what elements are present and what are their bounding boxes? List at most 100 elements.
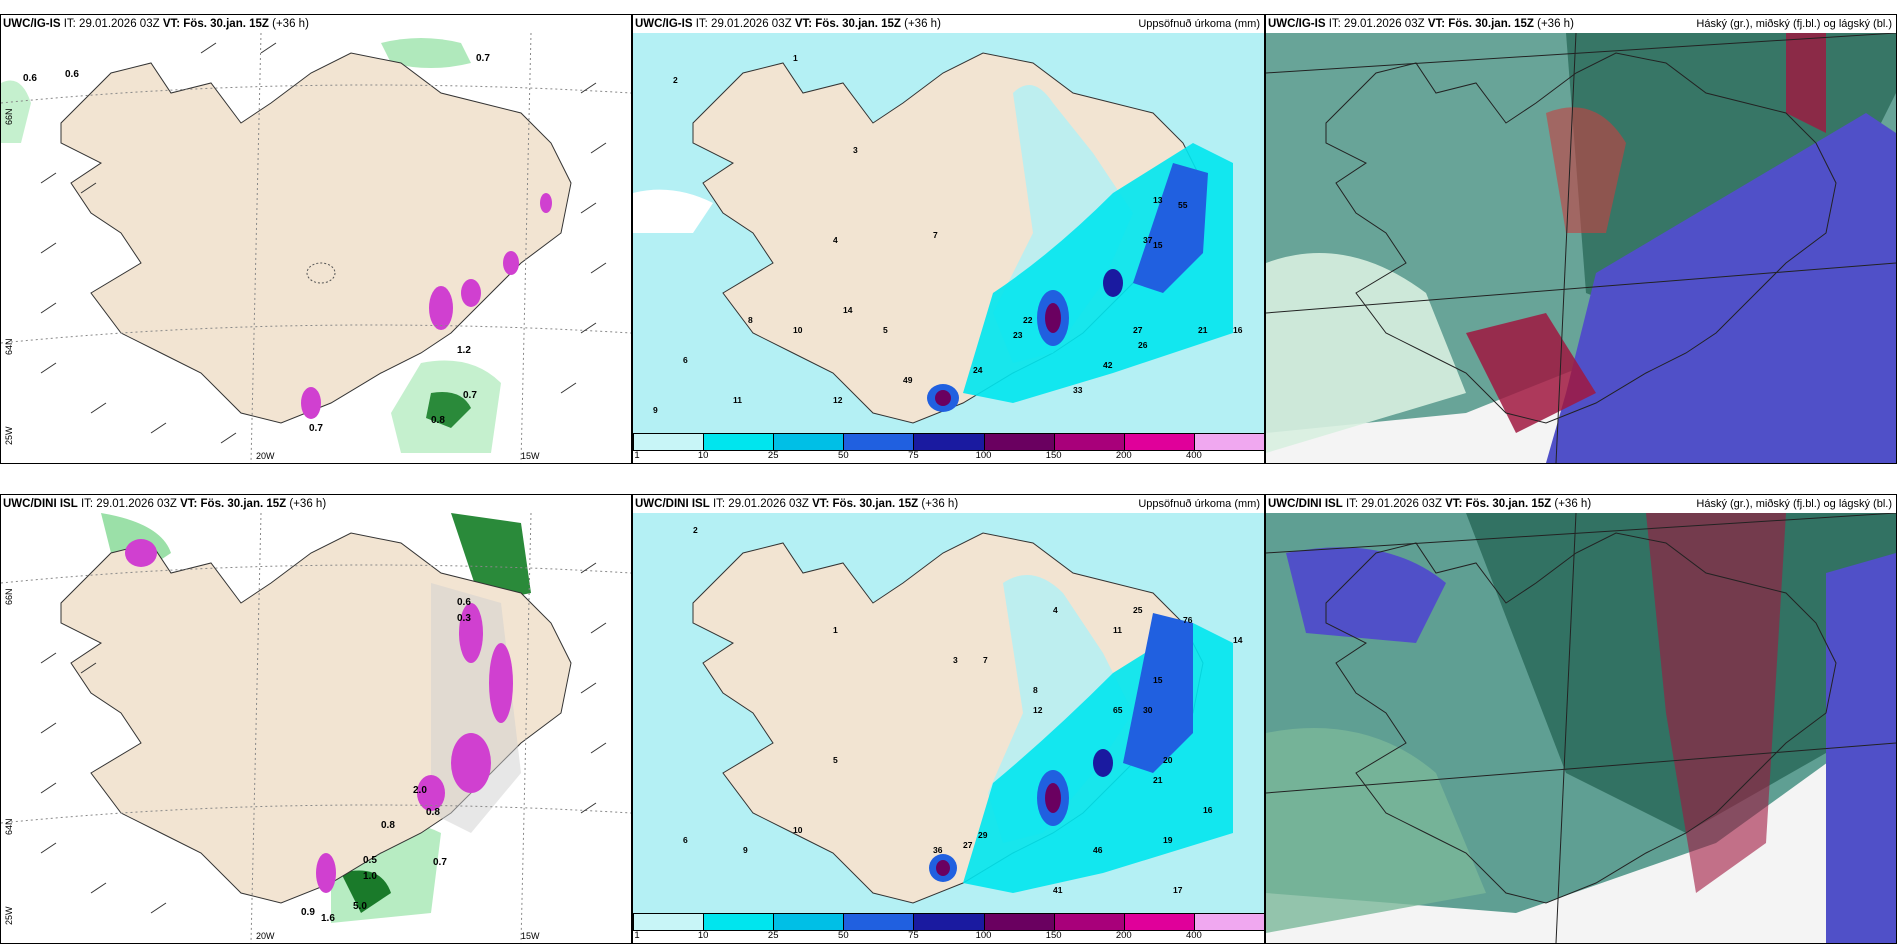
svg-text:0.7: 0.7: [463, 390, 477, 401]
legend-label: 200: [1115, 930, 1132, 941]
svg-text:16: 16: [1203, 805, 1213, 815]
svg-text:65: 65: [1113, 705, 1123, 715]
svg-text:17: 17: [1173, 885, 1183, 895]
svg-text:15: 15: [1153, 240, 1163, 250]
legend-swatch: [1123, 433, 1195, 451]
legend-swatch: [1053, 433, 1125, 451]
panel-variable-title: Háský (gr.), miðský (fj.bl.) og lágský (…: [1696, 498, 1892, 510]
lat-label: 66N: [4, 108, 14, 125]
svg-text:1.2: 1.2: [457, 345, 471, 356]
svg-text:3: 3: [953, 655, 958, 665]
svg-text:21: 21: [1198, 325, 1208, 335]
panel-title: UWC/DINI ISL IT: 29.01.2026 03Z VT: Fös.…: [3, 498, 327, 510]
svg-text:9: 9: [653, 405, 658, 415]
svg-text:20: 20: [1163, 755, 1173, 765]
legend-swatch: [773, 433, 845, 451]
legend-label: 10: [697, 930, 709, 941]
legend-swatch: [633, 913, 705, 931]
svg-text:46: 46: [1093, 845, 1103, 855]
svg-text:2: 2: [693, 525, 698, 535]
iceland-land: [60, 52, 572, 424]
lat-label: 66N: [4, 588, 14, 605]
svg-text:0.9: 0.9: [301, 907, 315, 918]
svg-text:24: 24: [973, 365, 983, 375]
svg-text:11: 11: [1113, 625, 1122, 635]
svg-text:0.5: 0.5: [363, 855, 377, 866]
legend-label: 400: [1185, 930, 1202, 941]
svg-text:23: 23: [1013, 330, 1023, 340]
svg-text:49: 49: [903, 375, 913, 385]
svg-text:8: 8: [1033, 685, 1038, 695]
legend-swatch: [983, 913, 1055, 931]
svg-text:2: 2: [673, 75, 678, 85]
legend-label: 400: [1185, 450, 1202, 461]
top-cloud-panel: UWC/IG-IS IT: 29.01.2026 03Z VT: Fös. 30…: [1265, 14, 1897, 464]
svg-text:1.0: 1.0: [363, 871, 377, 882]
wind-map: 0.6 0.6 0.7 0.7 0.8 0.7 1.2: [1, 33, 631, 463]
svg-text:0.7: 0.7: [309, 423, 323, 434]
legend-swatch: [703, 913, 775, 931]
svg-text:7: 7: [933, 230, 938, 240]
legend-label: 200: [1115, 450, 1132, 461]
legend-swatch: [1193, 433, 1264, 451]
legend-swatch: [1053, 913, 1125, 931]
legend-label: 150: [1045, 450, 1062, 461]
legend-label: 10: [697, 450, 709, 461]
legend-label: 75: [908, 450, 919, 461]
svg-text:7: 7: [983, 655, 988, 665]
svg-text:10: 10: [793, 825, 803, 835]
lon-label: 15W: [521, 451, 540, 461]
svg-text:21: 21: [1153, 775, 1163, 785]
svg-text:12: 12: [1033, 705, 1043, 715]
panel-title: UWC/IG-IS IT: 29.01.2026 03Z VT: Fös. 30…: [635, 18, 941, 30]
svg-text:27: 27: [1133, 325, 1143, 335]
panel-variable-title: Háský (gr.), miðský (fj.bl.) og lágský (…: [1696, 18, 1892, 30]
legend-label: 75: [908, 930, 919, 941]
svg-text:16: 16: [1233, 325, 1243, 335]
lon-label: 25W: [4, 426, 14, 445]
precip-legend: 1 10 25 50 75 100 150 200 400: [633, 433, 1264, 463]
svg-text:0.7: 0.7: [433, 857, 447, 868]
legend-swatch: [843, 913, 915, 931]
svg-text:5: 5: [833, 755, 838, 765]
svg-text:1.6: 1.6: [321, 913, 335, 924]
svg-text:5: 5: [883, 325, 888, 335]
lon-label: 20W: [256, 931, 275, 941]
legend-swatch: [703, 433, 775, 451]
svg-text:27: 27: [963, 840, 973, 850]
lat-label: 64N: [4, 818, 14, 835]
panel-title: UWC/IG-IS IT: 29.01.2026 03Z VT: Fös. 30…: [1268, 18, 1574, 30]
svg-text:76: 76: [1183, 615, 1193, 625]
svg-text:2.0: 2.0: [413, 785, 427, 796]
lat-label: 64N: [4, 338, 14, 355]
svg-text:29: 29: [978, 830, 988, 840]
svg-text:10: 10: [793, 325, 803, 335]
svg-text:0.8: 0.8: [381, 820, 395, 831]
svg-text:1: 1: [793, 53, 798, 63]
svg-text:4: 4: [833, 235, 838, 245]
top-precip-panel: UWC/IG-IS IT: 29.01.2026 03Z VT: Fös. 30…: [632, 14, 1265, 464]
svg-text:33: 33: [1073, 385, 1083, 395]
legend-label: 100: [975, 930, 992, 941]
bottom-precip-panel: UWC/DINI ISL IT: 29.01.2026 03Z VT: Fös.…: [632, 494, 1265, 944]
bottom-wind-panel: UWC/DINI ISL IT: 29.01.2026 03Z VT: Fös.…: [0, 494, 632, 944]
svg-text:30: 30: [1143, 705, 1153, 715]
svg-text:6: 6: [683, 355, 688, 365]
panel-variable-title: Uppsöfnuð úrkoma (mm): [1138, 498, 1260, 510]
legend-label: 25: [767, 450, 779, 461]
precip-legend: 1 10 25 50 75 100 150 200 400: [633, 913, 1264, 943]
svg-text:0.8: 0.8: [431, 415, 445, 426]
svg-text:0.7: 0.7: [476, 53, 490, 64]
svg-text:14: 14: [843, 305, 853, 315]
panel-title: UWC/DINI ISL IT: 29.01.2026 03Z VT: Fös.…: [635, 498, 959, 510]
legend-label: 25: [767, 930, 779, 941]
panel-title: UWC/DINI ISL IT: 29.01.2026 03Z VT: Fös.…: [1268, 498, 1592, 510]
lon-label: 15W: [521, 931, 540, 941]
bottom-cloud-panel: UWC/DINI ISL IT: 29.01.2026 03Z VT: Fös.…: [1265, 494, 1897, 944]
legend-swatch: [773, 913, 845, 931]
svg-text:19: 19: [1163, 835, 1173, 845]
svg-text:0.6: 0.6: [457, 597, 471, 608]
panel-title: UWC/IG-IS IT: 29.01.2026 03Z VT: Fös. 30…: [3, 18, 309, 30]
top-wind-panel: UWC/IG-IS IT: 29.01.2026 03Z VT: Fös. 30…: [0, 14, 632, 464]
svg-text:5.0: 5.0: [353, 901, 367, 912]
